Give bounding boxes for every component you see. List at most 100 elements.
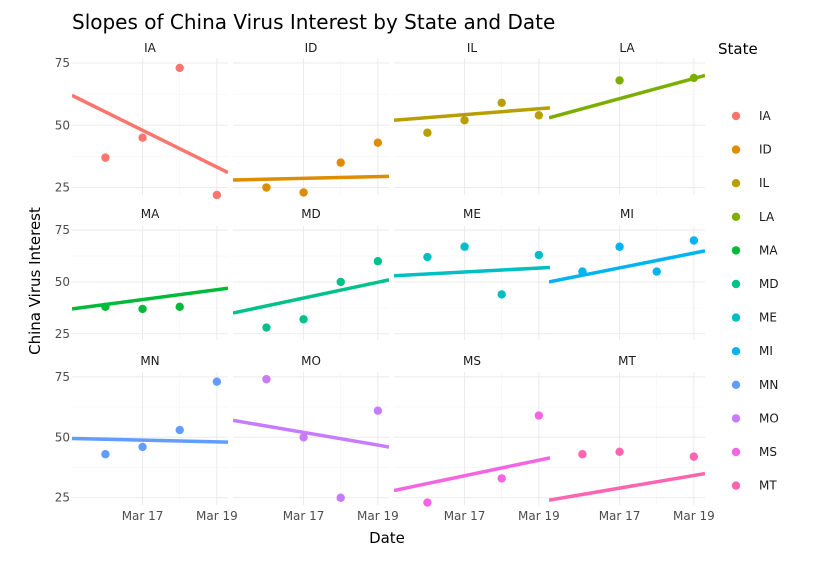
facet-strip-label: LA <box>619 41 635 55</box>
data-point <box>423 128 432 137</box>
data-point <box>534 250 544 260</box>
facet-id: ID <box>233 41 389 197</box>
trend-line <box>394 106 550 123</box>
y-tick-label: 75 <box>55 56 70 70</box>
legend-label: MD <box>759 277 779 291</box>
y-tick-label: 75 <box>55 370 70 384</box>
data-point <box>101 302 110 312</box>
chart-title: Slopes of China Virus Interest by State … <box>72 10 555 34</box>
data-point <box>373 406 383 415</box>
facet-strip-label: ME <box>463 207 481 221</box>
facet-md: MD <box>233 207 389 340</box>
trend-line <box>549 249 705 284</box>
legend-label: MS <box>759 445 777 459</box>
data-point <box>299 433 308 442</box>
legend-swatch <box>731 347 741 356</box>
data-point <box>615 76 624 85</box>
facet-mo: MO <box>233 354 389 505</box>
data-point <box>101 450 110 459</box>
legend-swatch <box>731 246 741 255</box>
facet-strip-label: MI <box>620 207 634 221</box>
legend-label: MN <box>759 378 778 392</box>
facet-strip-label: MN <box>140 354 159 368</box>
legend-label: ME <box>759 311 777 325</box>
trend-line <box>233 278 389 315</box>
legend-label: MT <box>759 479 777 493</box>
facet-panels: IA ID IL LA MA MD ME MI MN MO MS MT <box>72 41 705 507</box>
x-axis: Mar 17 Mar 19 Mar 17 Mar 19 Mar 17 Mar 19 Mar … <box>122 509 715 523</box>
data-point <box>299 188 308 197</box>
data-point <box>175 63 184 73</box>
data-point <box>336 158 345 167</box>
legend: State IA ID IL LA MA MD ME MI MN MO MS MT <box>718 40 779 493</box>
data-point <box>336 277 345 287</box>
x-tick-label: Mar 19 <box>196 509 238 523</box>
facet-mt: MT <box>549 354 705 505</box>
x-tick-label: Mar 19 <box>673 509 715 523</box>
data-point <box>460 116 469 125</box>
y-tick-label: 25 <box>55 491 70 505</box>
legend-item: MO <box>731 411 779 425</box>
y-tick-label: 50 <box>55 118 70 132</box>
legend-item: MI <box>731 344 773 358</box>
legend-item: IA <box>731 109 772 123</box>
data-point <box>497 98 506 108</box>
trend-line <box>394 265 550 278</box>
data-point <box>652 267 661 276</box>
data-point <box>212 377 222 386</box>
legend-item: MN <box>731 378 778 392</box>
data-point <box>138 304 147 314</box>
data-point <box>423 252 432 262</box>
data-point <box>262 375 271 384</box>
legend-title: State <box>718 40 758 58</box>
legend-label: ID <box>759 143 772 157</box>
legend-label: LA <box>759 210 775 224</box>
facet-ms: MS <box>394 354 550 507</box>
data-point <box>262 323 271 332</box>
facet-il: IL <box>394 41 550 195</box>
legend-label: MO <box>759 411 779 425</box>
data-point <box>175 302 184 312</box>
x-tick-label: Mar 17 <box>122 509 164 523</box>
data-point <box>101 153 110 162</box>
trend-line <box>72 436 228 444</box>
data-point <box>689 452 699 461</box>
legend-swatch <box>731 111 741 121</box>
legend-item: LA <box>731 210 775 224</box>
data-point <box>175 425 184 435</box>
facet-strip-label: MT <box>618 354 636 368</box>
facet-me: ME <box>394 207 550 340</box>
facet-ma: MA <box>72 207 228 340</box>
legend-label: MA <box>759 243 778 257</box>
legend-label: IA <box>759 109 772 123</box>
data-point <box>460 242 469 251</box>
legend-swatch <box>731 313 741 322</box>
x-tick-label: Mar 17 <box>444 509 486 523</box>
x-tick-label: Mar 19 <box>357 509 399 523</box>
data-point <box>497 474 506 483</box>
trend-line <box>72 93 228 175</box>
data-point <box>299 315 308 324</box>
x-tick-label: Mar 17 <box>599 509 641 523</box>
data-point <box>615 447 624 456</box>
trend-line <box>394 456 550 493</box>
facet-strip-label: IL <box>467 41 478 55</box>
legend-swatch <box>731 279 741 289</box>
legend-label: IL <box>759 176 770 190</box>
y-axis: 25 50 75 25 50 75 25 50 75 <box>55 56 70 505</box>
data-point <box>373 138 383 147</box>
y-axis-title: China Virus Interest <box>26 207 44 355</box>
legend-item: MA <box>731 243 778 257</box>
data-point <box>497 290 506 299</box>
legend-swatch <box>731 481 741 490</box>
facet-strip-label: MS <box>463 354 481 368</box>
x-tick-label: Mar 19 <box>518 509 560 523</box>
legend-item: IL <box>731 176 770 190</box>
legend-swatch <box>731 212 741 221</box>
facet-ia: IA <box>72 41 228 200</box>
data-point <box>336 493 345 502</box>
y-tick-label: 25 <box>55 181 70 195</box>
trend-line <box>72 286 228 311</box>
legend-swatch <box>731 179 741 188</box>
